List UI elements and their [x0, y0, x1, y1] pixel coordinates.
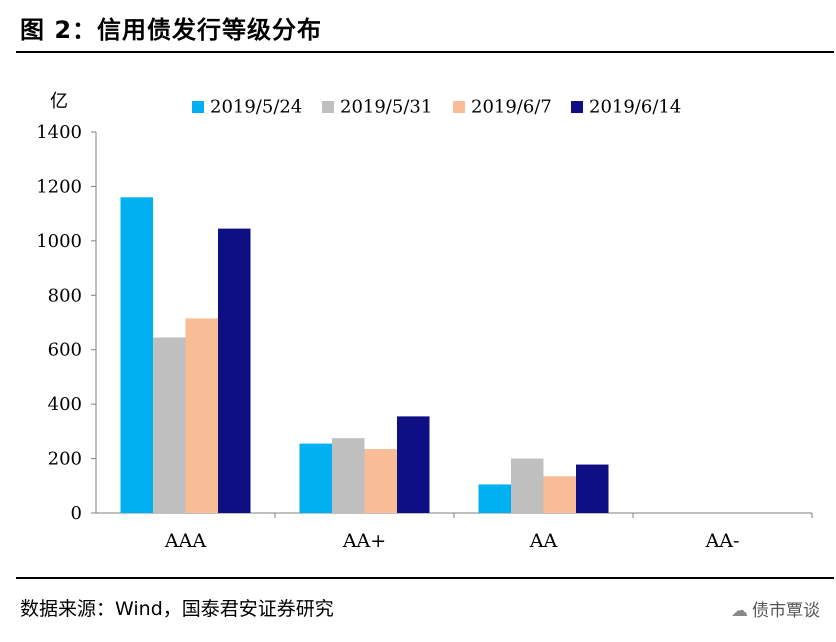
- bar-aaa-series-1: [120, 197, 153, 514]
- x-tick-label: AA+: [342, 530, 386, 552]
- legend-item-1: 2019/5/24: [192, 96, 302, 120]
- bar-aa-series-3: [543, 476, 576, 513]
- y-tick-label: 600: [48, 340, 82, 361]
- x-tick-label: AA-: [705, 530, 740, 552]
- y-tick-label: 200: [48, 449, 82, 470]
- y-tick-label: 800: [48, 285, 82, 306]
- y-tick-label: 1200: [36, 176, 82, 197]
- y-tick-label: 0: [71, 503, 82, 524]
- x-tick-label: AAA: [164, 530, 206, 552]
- legend-item-3: 2019/6/7: [453, 96, 552, 120]
- watermark: ☁ 债市覃谈: [731, 596, 820, 621]
- y-tick-label: 400: [48, 394, 82, 415]
- x-tick-label: AA: [529, 530, 558, 552]
- bar-aa-series-4: [576, 464, 609, 513]
- wechat-icon: ☁: [731, 601, 748, 621]
- figure-title: 图 2：信用债发行等级分布: [20, 16, 323, 44]
- legend-item-2: 2019/5/31: [322, 96, 432, 120]
- bottom-rule: [16, 577, 834, 579]
- bar-aaplus-series-4: [397, 416, 430, 513]
- bar-aa-series-2: [511, 458, 544, 513]
- legend-label-3: 2019/6/7: [471, 96, 552, 118]
- legend-swatch-1: [192, 101, 204, 113]
- bar-aa-series-1: [478, 484, 511, 513]
- bar-aaa-series-4: [218, 228, 251, 513]
- bar-aaplus-series-1: [299, 443, 332, 513]
- watermark-text: 债市覃谈: [752, 601, 820, 621]
- source-note: 数据来源：Wind，国泰君安证券研究: [20, 598, 334, 620]
- legend-label-2: 2019/5/31: [340, 96, 433, 118]
- y-axis-label: 亿: [50, 91, 68, 112]
- y-tick-label: 1000: [36, 231, 82, 252]
- bar-aaplus-series-2: [332, 438, 365, 513]
- bar-chart: 亿 0 200 400 600 800 1000 1200 1400 AAA AA+ AA AA-: [36, 91, 813, 552]
- legend-swatch-4: [571, 101, 583, 113]
- bar-aaplus-series-3: [364, 449, 397, 513]
- legend-item-4: 2019/6/14: [571, 96, 681, 120]
- legend-label-1: 2019/5/24: [210, 96, 303, 118]
- legend-label-4: 2019/6/14: [589, 96, 682, 118]
- legend-swatch-3: [453, 101, 465, 113]
- bar-aaa-series-2: [153, 337, 186, 513]
- y-tick-label: 1400: [36, 122, 82, 143]
- bar-aaa-series-3: [185, 318, 218, 513]
- legend-swatch-2: [322, 101, 334, 113]
- top-rule: [16, 51, 834, 53]
